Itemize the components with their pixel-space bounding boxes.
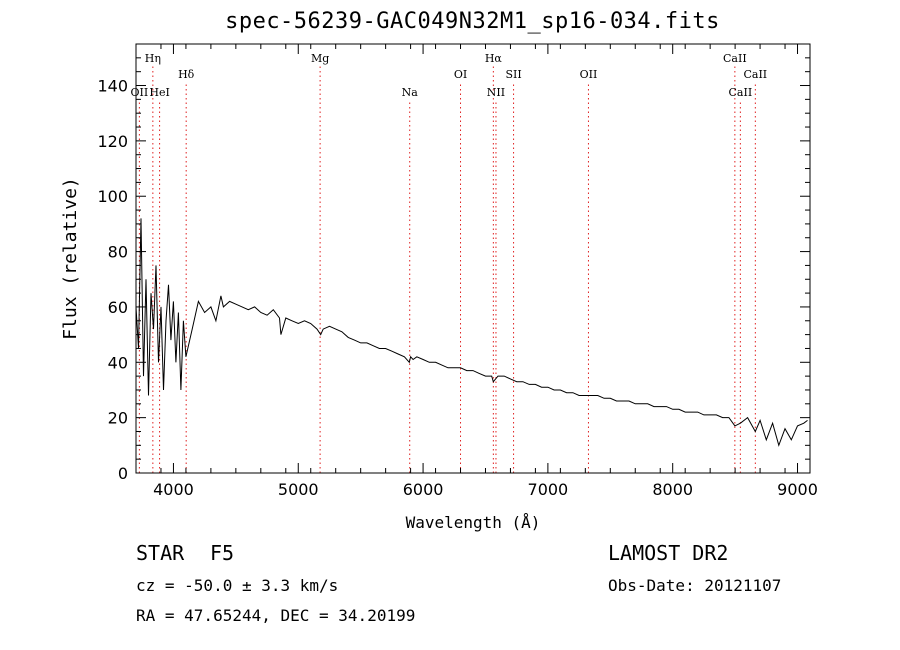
y-tick-label: 80 [108,243,128,262]
line-marker-label: Mg [311,52,329,65]
line-marker-label: NII [487,86,505,99]
y-tick-label: 0 [118,464,128,483]
x-tick-label: 6000 [403,480,444,499]
obs-date-label: Obs-Date: 20121107 [608,576,782,595]
spectral-subclass: F5 [210,541,235,565]
x-tick-label: 8000 [652,480,693,499]
y-tick-label: 40 [108,353,128,372]
y-tick-label: 140 [97,77,128,96]
line-marker-label: HeI [149,86,169,99]
line-marker-label: Na [402,86,419,99]
chart-title: spec-56239-GAC049N32M1_sp16-034.fits [225,9,720,34]
redshift-label: cz = -50.0 ± 3.3 km/s [136,576,339,595]
line-marker-label: CaII [723,52,747,65]
object-class: STAR [136,541,185,565]
x-tick-label: 9000 [777,480,818,499]
line-marker-label: OII [131,86,149,99]
line-marker-label: CaII [743,68,767,81]
line-marker-label: CaII [729,86,753,99]
plot-frame [135,43,811,474]
line-marker-label: Hα [485,52,503,65]
x-tick-label: 5000 [278,480,319,499]
flux-series [135,218,808,447]
survey-name: LAMOST DR2 [608,541,729,565]
x-tick-label: 4000 [153,480,194,499]
line-marker-label: Hη [145,52,161,65]
x-tick-label: 7000 [528,480,569,499]
line-marker-label: SII [505,68,521,81]
axes: 4000 5000 6000 7000 8000 9000 0 20 40 60 80 100 120 1… [60,43,818,532]
y-tick-label: 100 [97,187,128,206]
series-line [135,218,808,447]
line-marker-label: OI [454,68,467,81]
y-tick-label: 60 [108,298,128,317]
coordinates-label: RA = 47.65244, DEC = 34.20199 [136,606,416,625]
y-axis-label: Flux (relative) [60,177,81,340]
y-tick-label: 20 [108,409,128,428]
y-tick-label: 120 [97,132,128,151]
x-axis-label: Wavelength (Å) [406,513,541,532]
line-marker-label: Hδ [178,68,195,81]
line-marker-label: OII [580,68,598,81]
